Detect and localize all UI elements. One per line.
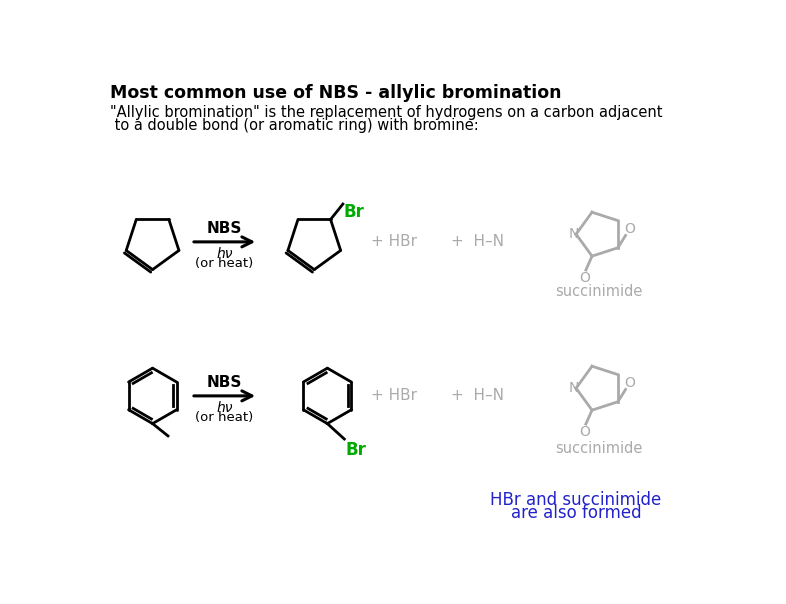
Text: N: N (568, 227, 579, 241)
Text: "Allylic bromination" is the replacement of hydrogens on a carbon adjacent: "Allylic bromination" is the replacement… (110, 105, 663, 120)
Text: succinimide: succinimide (556, 284, 643, 300)
Text: O: O (624, 376, 635, 390)
Text: Br: Br (343, 202, 365, 220)
Text: Br: Br (346, 440, 367, 458)
Text: +  H–N: + H–N (450, 388, 504, 403)
Text: O: O (579, 271, 590, 284)
Text: (or heat): (or heat) (196, 257, 254, 270)
Text: +  H–N: + H–N (450, 234, 504, 249)
Text: hν: hν (216, 400, 233, 414)
Text: to a double bond (or aromatic ring) with bromine:: to a double bond (or aromatic ring) with… (110, 118, 479, 133)
Text: Most common use of NBS - allylic bromination: Most common use of NBS - allylic bromina… (110, 84, 562, 102)
Text: hν: hν (216, 246, 233, 260)
Text: NBS: NBS (207, 376, 242, 391)
Text: O: O (624, 222, 635, 236)
Text: O: O (579, 425, 590, 439)
Text: N: N (568, 381, 579, 395)
Text: + HBr: + HBr (371, 234, 417, 249)
Text: HBr and succinimide: HBr and succinimide (490, 491, 662, 509)
Text: (or heat): (or heat) (196, 411, 254, 424)
Text: are also formed: are also formed (511, 504, 641, 522)
Text: + HBr: + HBr (371, 388, 417, 403)
Text: succinimide: succinimide (556, 441, 643, 456)
Text: NBS: NBS (207, 222, 242, 237)
